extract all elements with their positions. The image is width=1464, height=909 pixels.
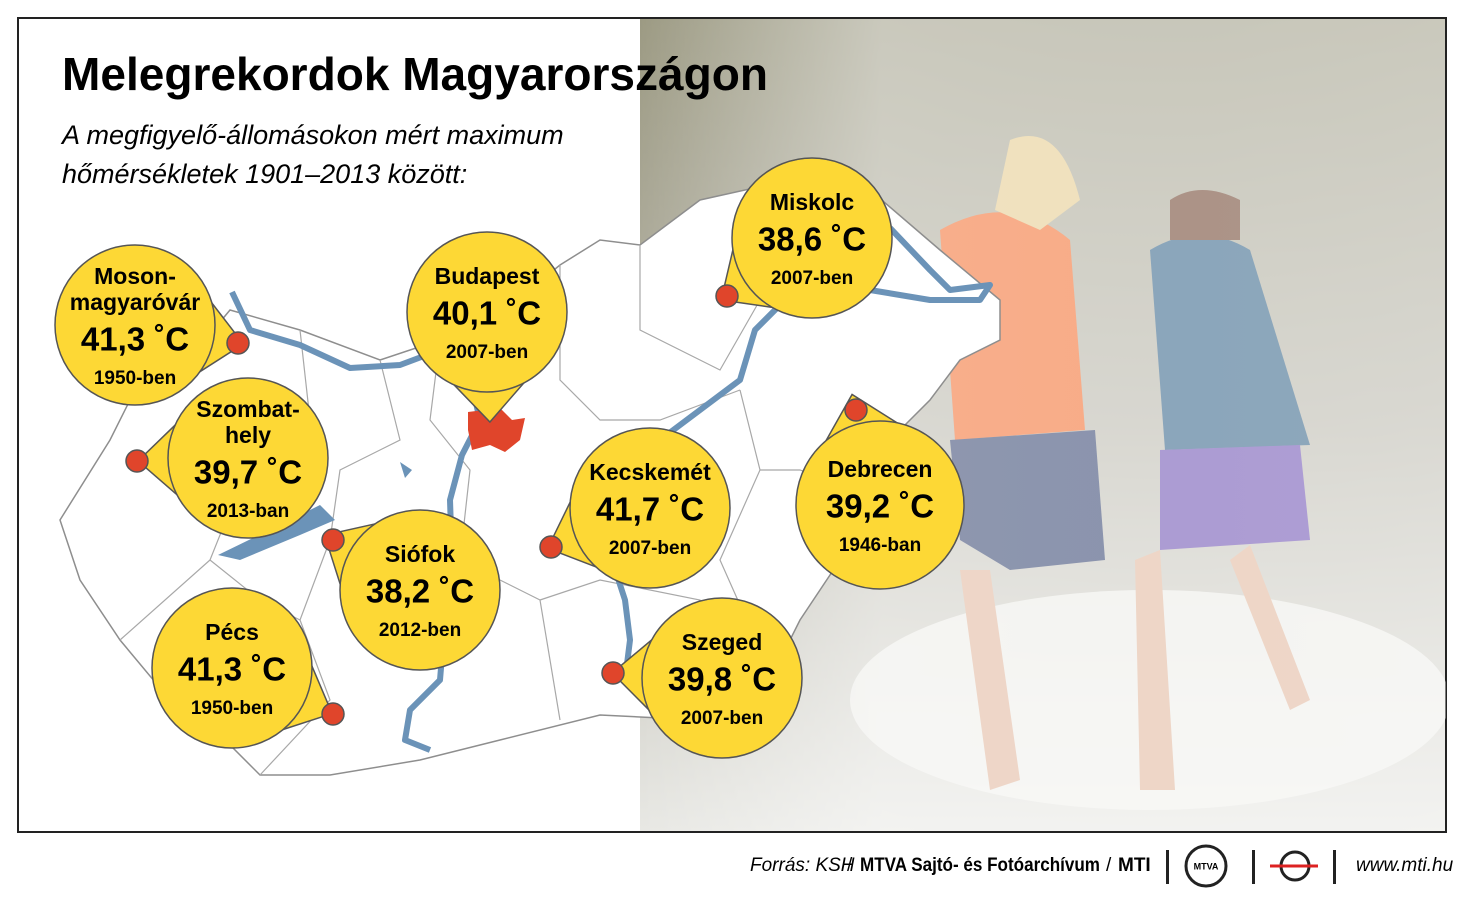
budapest-area (468, 408, 525, 452)
temperature: 39,7 ˚C (194, 454, 302, 491)
agency: MTI (1118, 855, 1151, 876)
lake-velence (400, 462, 412, 478)
temperature: 41,3 ˚C (81, 321, 189, 358)
city-marker (539, 535, 563, 559)
city-bubble: Siófok 38,2 ˚C 2012-ben (321, 509, 501, 671)
temperature: 39,2 ˚C (826, 488, 934, 525)
temperature: 41,7 ˚C (596, 491, 704, 528)
temperature: 40,1 ˚C (433, 295, 541, 332)
city-marker (844, 398, 868, 422)
record-year: 2007-ben (609, 538, 691, 559)
bubble-fill (153, 589, 311, 747)
mtva-logo (1184, 844, 1228, 888)
record-year: 2007-ben (446, 342, 528, 363)
bubble-fill (341, 511, 499, 669)
divider (1252, 850, 1255, 884)
record-year: 1946-ban (839, 535, 921, 556)
city-name: Budapest (435, 263, 540, 289)
city-bubble: Miskolc 38,6 ˚C 2007-ben (715, 157, 893, 319)
bubble-fill (797, 422, 963, 588)
city-marker (601, 661, 625, 685)
city-marker (715, 284, 739, 308)
city-marker (321, 528, 345, 552)
bubble-fill (169, 379, 327, 537)
temperature: 41,3 ˚C (178, 651, 286, 688)
bubble-fill (643, 599, 801, 757)
footer: Forrás: KSH / MTVA Sajtó- és Fotóarchívu… (750, 844, 1454, 888)
website: www.mti.hu (1356, 855, 1454, 876)
record-year: 2007-ben (771, 268, 853, 289)
record-year: 2012-ben (379, 620, 461, 641)
title: Melegrekordok Magyarországon (62, 48, 768, 100)
city-name: Miskolc (770, 189, 855, 215)
bubble-fill (56, 246, 214, 404)
city-name: Szombat- (196, 396, 300, 422)
subtitle: A megfigyelő-állomásokon mért maximum (60, 120, 564, 150)
city-name: Kecskemét (589, 459, 711, 485)
divider (1333, 850, 1336, 884)
separator: / (1106, 855, 1112, 876)
record-year: 2007-ben (681, 708, 763, 729)
bubble-fill (571, 429, 729, 587)
city-name: Siófok (385, 541, 455, 567)
temperature: 38,6 ˚C (758, 221, 866, 258)
city-marker (321, 702, 345, 726)
city-bubble: Pécs 41,3 ˚C 1950-ben (151, 587, 345, 749)
city-bubble: Szombat-hely 39,7 ˚C 2013-ban (125, 377, 329, 539)
bubble-fill (733, 159, 891, 317)
city-bubble: Kecskemét 41,7 ˚C 2007-ben (539, 427, 731, 589)
city-name: hely (225, 422, 271, 448)
city-bubble: Debrecen 39,2 ˚C 1946-ban (795, 393, 965, 590)
city-name: Szeged (682, 629, 763, 655)
city-bubble: Budapest 40,1 ˚C 2007-ben (406, 231, 568, 424)
city-name: Pécs (205, 619, 259, 645)
city-marker (226, 331, 250, 355)
logo-text: MTVA (1194, 861, 1219, 871)
temperature: 39,8 ˚C (668, 661, 776, 698)
city-bubble: Moson-magyaróvár 41,3 ˚C 1950-ben (54, 244, 250, 406)
archive: MTVA Sajtó- és Fotóarchívum (860, 855, 1100, 876)
record-year: 1950-ben (191, 698, 273, 719)
city-marker (125, 449, 149, 473)
city-name: magyaróvár (70, 289, 200, 315)
temperature: 38,2 ˚C (366, 573, 474, 610)
city-bubble: Szeged 39,8 ˚C 2007-ben (601, 597, 803, 759)
divider (1166, 850, 1169, 884)
city-name: Moson- (94, 263, 176, 289)
record-year: 2013-ban (207, 501, 289, 522)
separator: / (847, 855, 853, 876)
source: Forrás: KSH (750, 855, 855, 876)
subtitle: hőmérsékletek 1901–2013 között: (62, 159, 467, 189)
record-year: 1950-ben (94, 368, 176, 389)
bubble-fill (408, 233, 566, 391)
city-name: Debrecen (828, 456, 933, 482)
